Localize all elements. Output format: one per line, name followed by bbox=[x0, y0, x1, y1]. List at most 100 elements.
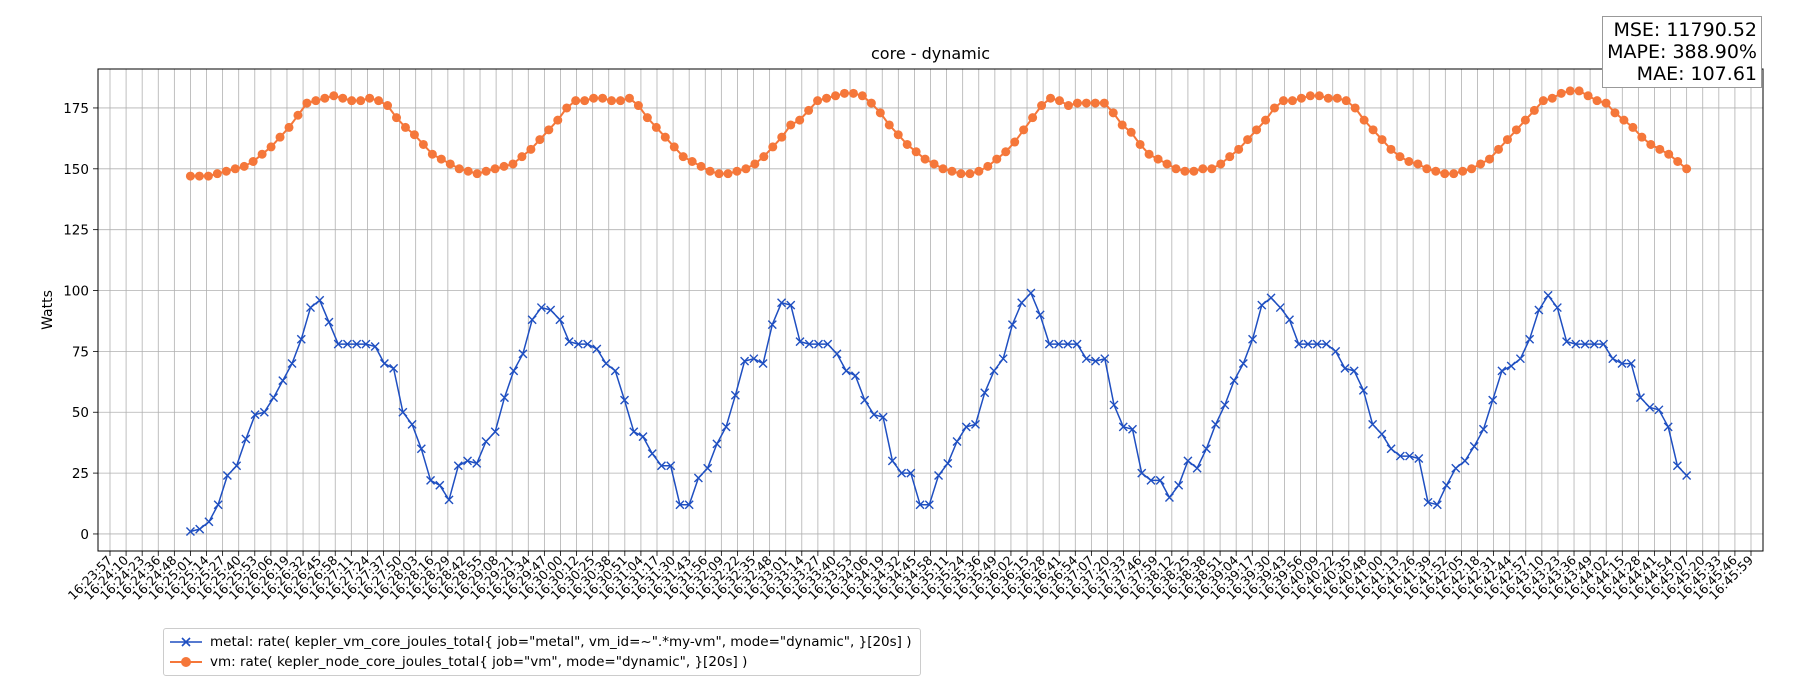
data-point bbox=[1520, 115, 1530, 125]
data-point bbox=[1423, 497, 1433, 507]
data-point bbox=[1645, 402, 1655, 412]
data-point bbox=[232, 461, 242, 471]
data-point bbox=[1617, 359, 1627, 369]
data-point bbox=[1234, 144, 1244, 154]
data-point bbox=[1340, 363, 1350, 373]
data-point bbox=[1135, 139, 1145, 149]
data-point bbox=[1377, 429, 1387, 439]
data-point bbox=[1126, 127, 1136, 137]
data-point bbox=[266, 142, 276, 152]
data-point bbox=[315, 295, 325, 305]
data-point bbox=[1422, 164, 1432, 174]
data-point bbox=[624, 93, 634, 103]
data-point bbox=[1252, 125, 1262, 135]
data-point bbox=[620, 395, 630, 405]
data-point bbox=[463, 166, 473, 176]
data-point bbox=[365, 93, 375, 103]
data-point bbox=[768, 142, 778, 152]
data-point bbox=[1469, 441, 1479, 451]
data-point bbox=[696, 161, 706, 171]
data-point bbox=[361, 339, 371, 349]
data-point bbox=[1386, 144, 1396, 154]
data-point bbox=[777, 132, 787, 142]
data-point bbox=[1261, 115, 1271, 125]
data-point bbox=[1502, 135, 1512, 145]
data-point bbox=[841, 366, 851, 376]
data-point bbox=[1494, 144, 1504, 154]
data-point bbox=[952, 436, 962, 446]
data-point bbox=[1162, 159, 1172, 169]
data-point bbox=[1026, 288, 1036, 298]
data-point bbox=[929, 159, 939, 169]
data-point bbox=[848, 88, 858, 98]
data-point bbox=[1451, 463, 1461, 473]
data-point bbox=[221, 166, 231, 176]
data-point bbox=[915, 500, 925, 510]
data-point bbox=[1312, 339, 1322, 349]
data-point bbox=[571, 96, 581, 106]
data-point bbox=[248, 157, 258, 167]
data-point bbox=[647, 449, 657, 459]
y-tick-label: 100 bbox=[63, 284, 89, 300]
data-point bbox=[1331, 346, 1341, 356]
data-point bbox=[1592, 96, 1602, 106]
data-point bbox=[553, 115, 563, 125]
data-point bbox=[875, 108, 885, 118]
data-point bbox=[1192, 463, 1202, 473]
data-point bbox=[1358, 385, 1368, 395]
data-point bbox=[906, 468, 916, 478]
data-point bbox=[1109, 400, 1119, 410]
data-point bbox=[1144, 149, 1154, 159]
data-point bbox=[1601, 98, 1611, 108]
data-point bbox=[1635, 393, 1645, 403]
data-point bbox=[555, 315, 565, 325]
data-point bbox=[1682, 164, 1692, 174]
data-point bbox=[389, 363, 399, 373]
legend-label-metal: metal: rate( kepler_vm_core_joules_total… bbox=[210, 634, 912, 650]
data-point bbox=[1534, 305, 1544, 315]
data-point bbox=[934, 471, 944, 481]
data-point bbox=[666, 461, 676, 471]
data-point bbox=[1350, 103, 1360, 113]
data-point bbox=[920, 154, 930, 164]
data-point bbox=[356, 96, 366, 106]
data-point bbox=[213, 500, 223, 510]
data-point bbox=[884, 120, 894, 130]
data-point bbox=[1211, 419, 1221, 429]
data-point bbox=[1467, 164, 1477, 174]
data-point bbox=[275, 132, 285, 142]
data-point bbox=[1413, 159, 1423, 169]
legend-entry-metal: metal: rate( kepler_vm_core_joules_total… bbox=[170, 632, 912, 652]
mae-metric: MAE: 107.61 bbox=[1636, 63, 1757, 85]
data-point bbox=[352, 339, 362, 349]
data-point bbox=[1216, 159, 1226, 169]
data-point bbox=[804, 339, 814, 349]
y-tick-label: 175 bbox=[63, 101, 89, 117]
data-point bbox=[1081, 98, 1091, 108]
series-metal bbox=[185, 288, 1692, 537]
data-point bbox=[1063, 101, 1073, 111]
data-point bbox=[392, 113, 402, 123]
data-point bbox=[573, 339, 583, 349]
data-point bbox=[767, 320, 777, 330]
data-point bbox=[1171, 164, 1181, 174]
data-point bbox=[1655, 144, 1665, 154]
data-point bbox=[1001, 147, 1011, 157]
data-point bbox=[379, 359, 389, 369]
data-point bbox=[911, 147, 921, 157]
data-point bbox=[269, 393, 279, 403]
data-point bbox=[203, 171, 213, 181]
data-point bbox=[1341, 96, 1351, 106]
data-point bbox=[893, 130, 903, 140]
data-point bbox=[1063, 339, 1073, 349]
data-point bbox=[813, 96, 823, 106]
data-point bbox=[1183, 456, 1193, 466]
data-point bbox=[427, 149, 437, 159]
data-point bbox=[1294, 339, 1304, 349]
data-point bbox=[517, 152, 527, 162]
data-point bbox=[259, 407, 269, 417]
data-point bbox=[660, 132, 670, 142]
data-point bbox=[185, 527, 195, 537]
data-point bbox=[306, 303, 316, 313]
